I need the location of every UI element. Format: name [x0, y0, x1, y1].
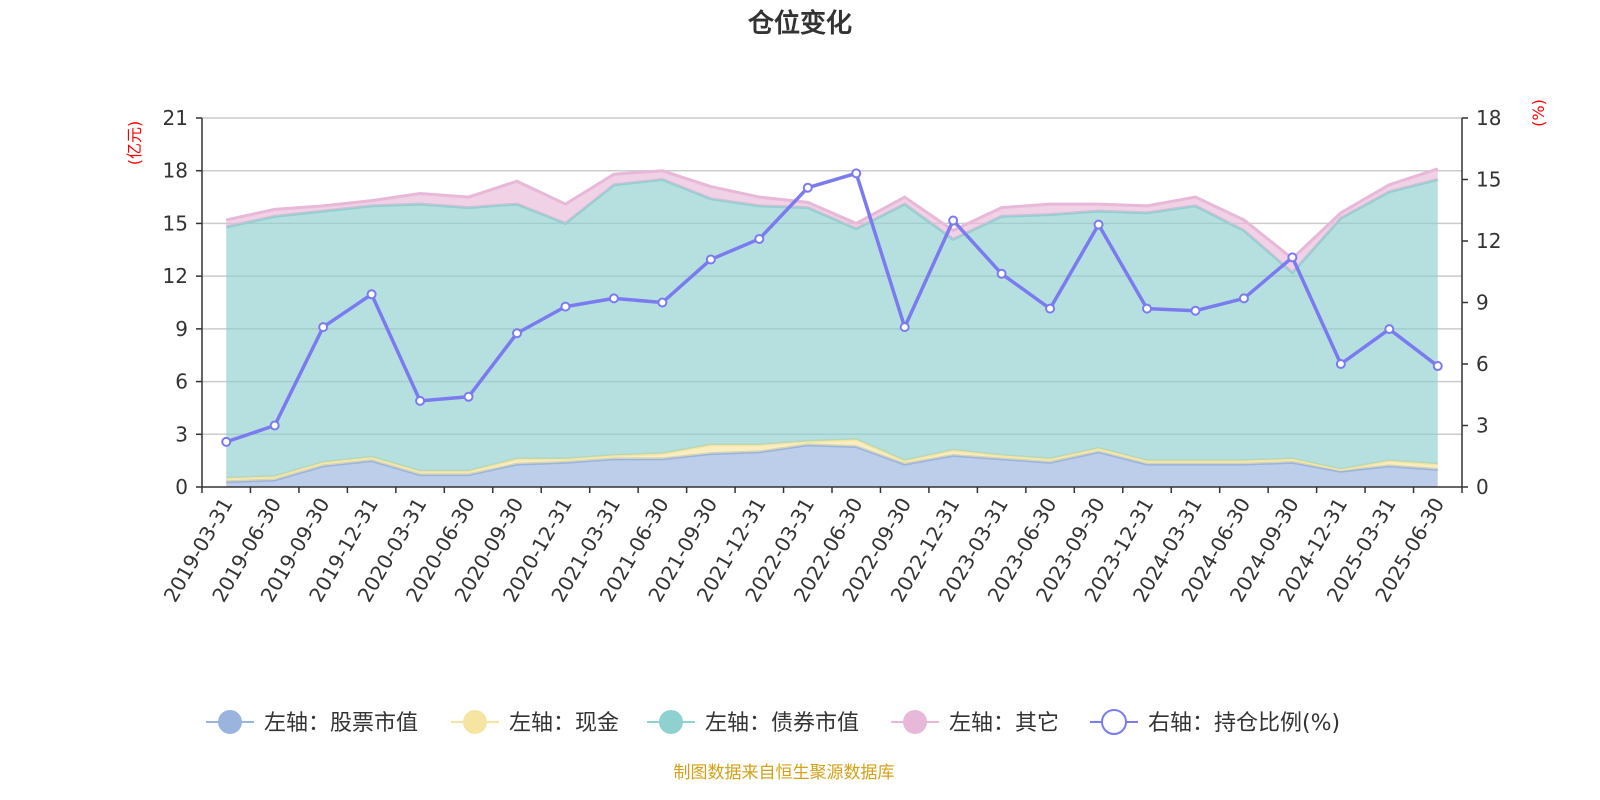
legend-label: 左轴：债券市值	[705, 711, 859, 736]
ratio-point	[1335, 359, 1346, 369]
ratio-line	[225, 171, 1439, 444]
left-tick-label: 18	[163, 159, 188, 183]
right-tick-label: 0	[1476, 475, 1489, 499]
area-左轴：债券市值	[226, 179, 1438, 479]
ratio-point	[512, 328, 522, 339]
legend-swatch-marker	[1101, 709, 1127, 735]
legend-label: 左轴：现金	[509, 711, 619, 736]
legend-item[interactable]: 左轴：其它	[891, 710, 1059, 736]
ratio-point	[1384, 324, 1395, 335]
ratio-point	[366, 289, 377, 300]
ratio-point	[754, 233, 765, 244]
ratio-point	[560, 301, 571, 312]
ratio-point	[657, 297, 668, 308]
area-series	[225, 167, 1439, 487]
legend-swatch-marker	[218, 710, 242, 734]
right-tick-label: 3	[1476, 414, 1489, 438]
ratio-point	[415, 395, 426, 406]
right-tick-label: 18	[1476, 106, 1501, 130]
left-tick-label: 6	[175, 370, 188, 394]
ratio-point	[1142, 303, 1152, 314]
ratio-point	[608, 293, 619, 304]
left-tick-label: 9	[175, 317, 188, 341]
ratio-point	[1045, 303, 1056, 314]
ratio-point	[1432, 361, 1443, 372]
right-tick-label: 12	[1476, 229, 1501, 253]
legend-item[interactable]: 左轴：现金	[451, 710, 619, 736]
data-source-note: 制图数据来自恒生聚源数据库	[674, 763, 895, 783]
right-tick-label: 15	[1476, 168, 1501, 192]
legend-label: 左轴：其它	[949, 711, 1059, 736]
legend-swatch-marker	[463, 710, 487, 734]
ratio-point	[948, 215, 959, 226]
legend-swatch-marker	[903, 710, 927, 734]
right-tick-label: 6	[1476, 352, 1489, 376]
ratio-point	[318, 322, 329, 333]
legend-item[interactable]: 左轴：股票市值	[206, 710, 418, 736]
ratio-point	[802, 182, 813, 193]
area-左轴：股票市值	[226, 444, 1438, 487]
right-tick-label: 9	[1476, 291, 1489, 315]
ratio-point	[851, 168, 862, 179]
chart-title: 仓位变化	[747, 8, 852, 39]
area-左轴：其它	[226, 168, 1438, 273]
line-series	[221, 168, 1443, 447]
legend: 左轴：股票市值 左轴：现金 左轴：债券市值 左轴：其它 右轴：持仓比例(%)	[206, 709, 1340, 736]
legend-label: 左轴：股票市值	[264, 711, 418, 736]
legend-label: 右轴：持仓比例(%)	[1148, 711, 1340, 736]
ratio-point	[221, 436, 232, 447]
left-tick-label: 3	[175, 422, 188, 446]
left-tick-label: 0	[175, 475, 188, 499]
legend-swatch-marker	[659, 710, 683, 734]
ratio-point	[899, 322, 910, 333]
ratio-point	[1287, 252, 1298, 263]
ratio-point	[705, 254, 716, 265]
ratio-point	[269, 420, 280, 431]
ratio-point	[1093, 219, 1104, 230]
left-tick-label: 21	[163, 106, 188, 130]
legend-item[interactable]: 左轴：债券市值	[647, 710, 859, 736]
left-tick-label: 15	[163, 211, 188, 235]
left-axis-unit: (亿元)	[125, 121, 144, 166]
ratio-point	[1190, 305, 1201, 316]
ratio-point	[463, 391, 474, 402]
legend-item[interactable]: 右轴：持仓比例(%)	[1090, 709, 1340, 736]
right-axis-unit: (%)	[1529, 99, 1548, 127]
left-tick-label: 12	[163, 264, 188, 288]
area-edge-左轴：其它	[225, 167, 1439, 261]
ratio-point	[1238, 293, 1249, 304]
ratio-point	[996, 268, 1007, 279]
